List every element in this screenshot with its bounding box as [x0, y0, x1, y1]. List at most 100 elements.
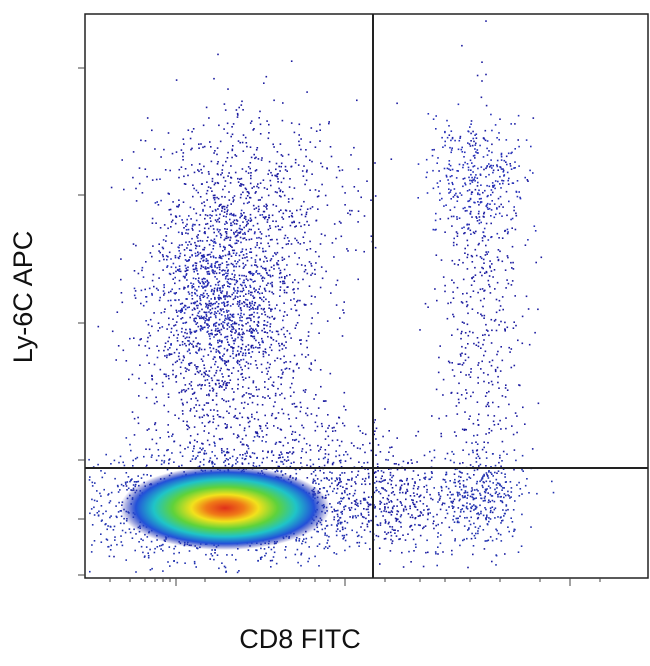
event-dot — [215, 351, 217, 353]
event-dot — [192, 264, 195, 266]
event-dot — [253, 232, 256, 235]
event-dot — [435, 254, 438, 256]
event-dot — [219, 340, 221, 342]
event-dot — [308, 546, 310, 548]
event-dot — [277, 457, 280, 459]
event-dot — [274, 307, 276, 310]
event-dot — [485, 20, 487, 22]
event-dot — [214, 552, 216, 554]
event-dot — [151, 222, 154, 224]
event-dot — [333, 552, 335, 554]
event-dot — [151, 294, 153, 296]
event-dot — [202, 256, 204, 259]
event-dot — [185, 241, 187, 244]
event-dot — [249, 291, 252, 294]
event-dot — [427, 113, 430, 115]
event-dot — [513, 167, 515, 169]
event-dot — [157, 449, 160, 451]
event-dot — [357, 221, 359, 223]
event-dot — [444, 284, 446, 287]
event-dot — [242, 254, 245, 256]
event-dot — [437, 523, 439, 526]
event-dot — [467, 227, 470, 229]
event-dot — [298, 440, 300, 443]
event-dot — [219, 352, 221, 354]
event-dot — [492, 184, 494, 187]
event-dot — [166, 266, 168, 268]
event-dot — [186, 350, 189, 353]
event-dot — [201, 360, 204, 362]
event-dot — [221, 358, 223, 360]
event-dot — [505, 417, 507, 419]
event-dot — [485, 244, 487, 247]
event-dot — [294, 304, 296, 306]
event-dot — [230, 212, 232, 215]
event-dot — [449, 164, 452, 167]
event-dot — [298, 144, 301, 146]
event-dot — [331, 478, 333, 480]
event-dot — [232, 145, 234, 147]
event-dot — [230, 245, 232, 247]
event-dot — [276, 469, 278, 472]
event-dot — [203, 404, 206, 406]
event-dot — [254, 308, 257, 310]
event-dot — [207, 283, 209, 285]
event-dot — [233, 278, 236, 281]
event-dot — [296, 362, 298, 365]
event-dot — [265, 552, 267, 555]
event-dot — [231, 293, 233, 296]
event-dot — [264, 554, 266, 557]
event-dot — [188, 383, 191, 385]
event-dot — [163, 224, 166, 226]
event-dot — [216, 267, 218, 269]
event-dot — [222, 324, 224, 327]
event-dot — [470, 169, 472, 171]
event-dot — [498, 324, 500, 326]
event-dot — [340, 500, 343, 502]
event-dot — [167, 227, 169, 230]
event-dot — [194, 244, 197, 247]
event-dot — [210, 251, 213, 254]
event-dot — [294, 237, 296, 240]
event-dot — [279, 309, 281, 312]
event-dot — [484, 395, 487, 397]
event-dot — [210, 256, 212, 258]
event-dot — [171, 288, 173, 291]
event-dot — [156, 201, 158, 203]
event-dot — [211, 549, 213, 551]
event-dot — [459, 363, 461, 365]
event-dot — [288, 186, 291, 188]
event-dot — [275, 562, 278, 565]
event-dot — [165, 375, 167, 378]
event-dot — [529, 169, 531, 172]
event-dot — [205, 313, 208, 316]
event-dot — [292, 451, 295, 454]
event-dot — [324, 456, 326, 459]
event-dot — [501, 501, 504, 504]
event-dot — [216, 457, 218, 460]
event-dot — [176, 360, 178, 362]
event-dot — [203, 232, 206, 234]
event-dot — [308, 367, 311, 370]
event-dot — [105, 510, 107, 513]
event-dot — [219, 229, 221, 231]
event-dot — [191, 393, 194, 395]
event-dot — [331, 242, 334, 244]
event-dot — [464, 210, 467, 212]
event-dot — [498, 132, 500, 134]
event-dot — [326, 542, 328, 544]
event-dot — [500, 155, 503, 158]
event-dot — [253, 273, 255, 275]
event-dot — [326, 204, 329, 206]
event-dot — [336, 525, 338, 527]
event-dot — [253, 153, 255, 156]
event-dot — [186, 269, 189, 271]
event-dot — [484, 333, 486, 336]
event-dot — [472, 290, 475, 292]
event-dot — [289, 395, 292, 397]
event-dot — [140, 477, 143, 479]
event-dot — [172, 278, 174, 280]
event-dot — [242, 134, 245, 136]
event-dot — [500, 159, 503, 161]
event-dot — [448, 188, 450, 190]
